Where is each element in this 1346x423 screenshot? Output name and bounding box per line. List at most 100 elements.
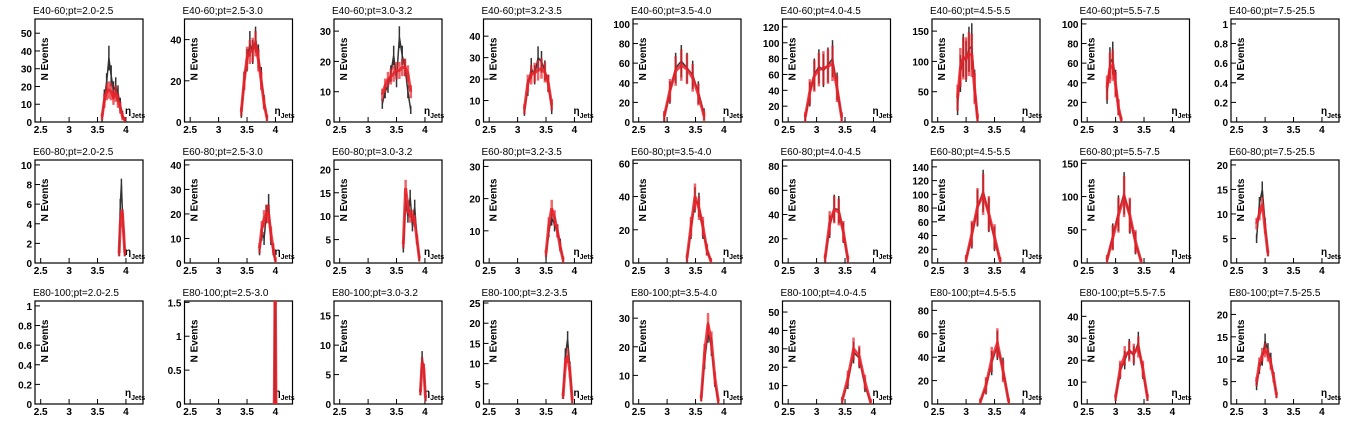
y-tick-label: 20 bbox=[170, 210, 182, 221]
x-axis-label-sub: Jets bbox=[1028, 254, 1042, 261]
x-tick-label: 3 bbox=[515, 266, 521, 277]
x-tick-label: 3.5 bbox=[390, 125, 404, 136]
subplot: E80-100;pt=4.0-4.5 0 10 20 30 40 50 2.5 3 3.5 4 N E… bbox=[768, 288, 892, 418]
subplot-title: E80-100;pt=3.5-4.0 bbox=[631, 288, 717, 299]
y-tick-label: 0 bbox=[1222, 400, 1228, 411]
x-tick-label: 3 bbox=[365, 266, 371, 277]
subplot-title: E40-60;pt=2.5-3.0 bbox=[183, 6, 264, 17]
y-axis-label: N Events bbox=[190, 319, 201, 362]
y-tick-label: 10 bbox=[469, 97, 481, 108]
x-tick-label: 3 bbox=[66, 125, 72, 136]
subplot-title: E80-100;pt=2.0-2.5 bbox=[33, 288, 119, 299]
y-tick-label: 20 bbox=[170, 77, 182, 88]
subplot-title: E60-80;pt=4.0-4.5 bbox=[781, 147, 862, 158]
y-tick-label: 0 bbox=[176, 400, 182, 411]
x-tick-label: 4 bbox=[871, 266, 877, 277]
y-tick-label: 40 bbox=[768, 326, 780, 337]
plot-frame bbox=[632, 300, 742, 405]
x-axis-label-sub: Jets bbox=[1178, 113, 1192, 120]
x-tick-label: 4 bbox=[1319, 407, 1325, 418]
x-axis-label: ηJets bbox=[1022, 247, 1042, 261]
plot-frame bbox=[632, 18, 742, 123]
x-tick-label: 2.5 bbox=[632, 125, 646, 136]
subplot-title: E80-100;pt=2.5-3.0 bbox=[183, 288, 269, 299]
plot-frame bbox=[781, 18, 892, 123]
x-tick-label: 3.5 bbox=[390, 266, 404, 277]
subplot-title: E40-60;pt=4.5-5.5 bbox=[930, 6, 1011, 17]
y-axis-label: N Events bbox=[489, 319, 500, 362]
plot-frame bbox=[183, 300, 294, 405]
x-axis-label-sub: Jets bbox=[580, 395, 594, 402]
x-axis-label-main: η bbox=[574, 247, 580, 258]
x-axis-label: ηJets bbox=[723, 388, 743, 402]
x-tick-label: 3.5 bbox=[838, 407, 852, 418]
y-tick-label: 30 bbox=[1067, 334, 1079, 345]
subplot: E60-80;pt=4.5-5.5 0 20 40 60 80 100 120 140 2.5 3 3… bbox=[912, 147, 1042, 277]
x-axis-label: ηJets bbox=[1321, 106, 1341, 120]
y-tick-label: 5 bbox=[325, 371, 331, 382]
y-tick-label: 0 bbox=[774, 259, 780, 270]
x-tick-label: 3.5 bbox=[91, 125, 105, 136]
y-axis-label: N Events bbox=[190, 178, 201, 221]
x-axis-label: ηJets bbox=[125, 247, 145, 261]
x-tick-label: 3 bbox=[664, 266, 670, 277]
subplot-title: E40-60;pt=3.2-3.5 bbox=[482, 6, 563, 17]
y-tick-label: 20 bbox=[1217, 310, 1229, 321]
x-tick-label: 2.5 bbox=[183, 125, 197, 136]
x-tick-label: 4 bbox=[721, 266, 727, 277]
x-axis-label-sub: Jets bbox=[729, 254, 743, 261]
y-tick-label: 10 bbox=[1067, 378, 1079, 389]
subplot: E80-100;pt=3.0-3.2 0 5 10 15 2.5 3 3.5 4 N Events… bbox=[320, 288, 444, 418]
y-tick-label: 5 bbox=[475, 380, 481, 391]
x-axis-label-sub: Jets bbox=[879, 113, 893, 120]
y-tick-label: 20 bbox=[918, 245, 930, 256]
plot-frame bbox=[183, 18, 294, 123]
y-tick-label: 8 bbox=[26, 181, 32, 192]
y-tick-label: 20 bbox=[320, 57, 332, 68]
y-tick-label: 0 bbox=[624, 400, 630, 411]
subplot: E80-100;pt=4.5-5.5 0 20 40 60 80 2.5 3 3.5 4 N Eve… bbox=[918, 288, 1042, 418]
mc-series-line bbox=[840, 345, 873, 403]
y-tick-label: 40 bbox=[619, 79, 631, 90]
x-tick-label: 2.5 bbox=[931, 266, 945, 277]
x-tick-label: 3 bbox=[216, 266, 222, 277]
y-tick-label: 0 bbox=[475, 400, 481, 411]
plot-frame bbox=[333, 300, 443, 405]
y-tick-label: 15 bbox=[320, 312, 332, 323]
y-tick-label: 60 bbox=[619, 59, 631, 70]
x-tick-label: 3.5 bbox=[988, 125, 1002, 136]
x-axis-label-main: η bbox=[1172, 388, 1178, 399]
y-tick-label: 40 bbox=[768, 86, 780, 97]
x-tick-label: 4 bbox=[1170, 266, 1176, 277]
plot-frame bbox=[34, 18, 144, 123]
x-axis-label-main: η bbox=[424, 106, 430, 117]
x-axis-label-main: η bbox=[1172, 247, 1178, 258]
subplot: E40-60;pt=3.2-3.5 0 10 20 30 40 2.5 3 3.5 4 N Even… bbox=[469, 6, 593, 136]
x-tick-label: 2.5 bbox=[183, 266, 197, 277]
x-tick-label: 2.5 bbox=[781, 125, 795, 136]
x-axis-label: ηJets bbox=[1321, 388, 1341, 402]
y-tick-label: 15 bbox=[1217, 185, 1229, 196]
y-tick-label: 40 bbox=[469, 32, 481, 43]
x-tick-label: 3 bbox=[1262, 266, 1268, 277]
y-tick-label: 30 bbox=[469, 162, 481, 173]
y-tick-label: 50 bbox=[1067, 226, 1079, 237]
y-tick-label: 10 bbox=[21, 161, 33, 172]
subplot: E40-60;pt=7.5-25.5 0 0.2 0.4 0.6 0.8 1 2.5 3 3.5 4… bbox=[1214, 6, 1341, 136]
y-axis-label: N Events bbox=[40, 178, 51, 221]
subplot: E60-80;pt=5.5-7.5 0 50 100 150 2.5 3 3.5 4 N Even… bbox=[1062, 147, 1192, 277]
plot-frame bbox=[781, 300, 892, 405]
y-tick-label: 0.6 bbox=[18, 341, 32, 352]
subplot-title: E60-80;pt=2.5-3.0 bbox=[183, 147, 264, 158]
x-tick-label: 2.5 bbox=[781, 407, 795, 418]
plot-frame bbox=[781, 159, 892, 264]
y-tick-label: 0 bbox=[624, 118, 630, 129]
y-tick-label: 60 bbox=[918, 218, 930, 229]
x-axis-label: ηJets bbox=[574, 247, 594, 261]
plot-frame bbox=[482, 18, 593, 123]
y-tick-label: 20 bbox=[469, 319, 481, 330]
x-axis-label-sub: Jets bbox=[580, 254, 594, 261]
y-tick-label: 0.4 bbox=[1214, 79, 1228, 90]
x-axis-label: ηJets bbox=[1321, 247, 1341, 261]
x-axis-label-main: η bbox=[574, 388, 580, 399]
